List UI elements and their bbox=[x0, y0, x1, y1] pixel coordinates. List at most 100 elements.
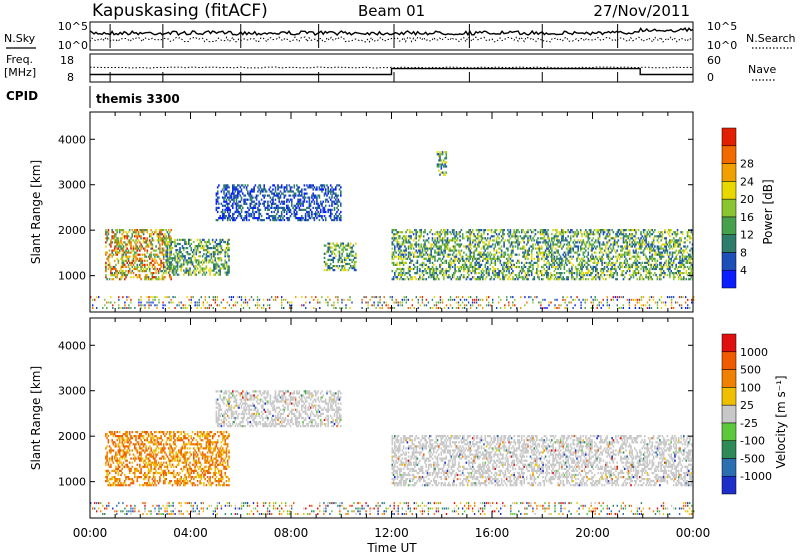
power-cell bbox=[439, 163, 441, 166]
power-cell bbox=[499, 231, 502, 234]
power-cell bbox=[574, 245, 577, 248]
power-cell bbox=[195, 245, 198, 248]
power-cell bbox=[170, 265, 172, 268]
power-noise-cell bbox=[156, 304, 158, 307]
power-cell bbox=[144, 229, 146, 232]
power-cell bbox=[454, 265, 456, 269]
power-cell bbox=[644, 239, 646, 242]
power-cell bbox=[225, 198, 228, 201]
power-cell bbox=[299, 194, 302, 197]
power-cell bbox=[635, 257, 637, 260]
power-cell bbox=[151, 245, 154, 248]
power-cell bbox=[120, 239, 122, 242]
power-cell bbox=[676, 245, 679, 248]
power-cell bbox=[319, 200, 322, 203]
power-cell bbox=[121, 237, 123, 240]
power-cell bbox=[656, 235, 659, 238]
power-cell bbox=[520, 247, 523, 250]
power-cell bbox=[559, 263, 562, 266]
power-cell bbox=[125, 259, 127, 262]
power-cell bbox=[647, 263, 650, 266]
power-cell bbox=[514, 245, 517, 248]
power-noise-cell bbox=[371, 304, 373, 307]
power-cell bbox=[298, 202, 301, 205]
noise-tick-left-top: 10^5 bbox=[58, 20, 88, 33]
power-cell bbox=[443, 159, 445, 162]
power-cell bbox=[651, 267, 654, 271]
power-cell bbox=[233, 219, 235, 222]
power-cell bbox=[461, 259, 464, 262]
power-cell bbox=[688, 257, 690, 260]
power-cell bbox=[602, 233, 605, 236]
power-cell bbox=[677, 261, 680, 264]
power-cell bbox=[524, 251, 527, 254]
power-cell bbox=[586, 231, 588, 234]
power-cell bbox=[504, 261, 507, 264]
power-cell bbox=[316, 198, 318, 201]
power-cell bbox=[445, 245, 448, 248]
power-cell bbox=[169, 231, 171, 234]
power-cell bbox=[262, 188, 264, 191]
power-cell bbox=[536, 241, 538, 244]
power-cell bbox=[120, 257, 122, 260]
power-cell bbox=[353, 269, 356, 272]
power-cell bbox=[443, 274, 445, 277]
power-cell bbox=[175, 249, 177, 252]
power-cell bbox=[323, 192, 326, 195]
power-cell bbox=[309, 217, 312, 220]
power-cell bbox=[422, 243, 425, 246]
power-cell bbox=[451, 259, 454, 262]
power-cell bbox=[438, 155, 440, 158]
power-cell bbox=[669, 261, 671, 264]
power-cell bbox=[448, 265, 450, 269]
power-cell bbox=[405, 247, 407, 250]
power-cell bbox=[232, 190, 234, 193]
power-cell bbox=[122, 255, 125, 258]
power-cell bbox=[243, 194, 245, 197]
power-cell bbox=[438, 245, 440, 248]
power-cell bbox=[419, 263, 421, 266]
power-cell bbox=[169, 276, 171, 279]
power-cell bbox=[308, 206, 311, 209]
power-cell bbox=[568, 270, 571, 273]
power-noise-cell bbox=[291, 307, 293, 309]
power-cell bbox=[636, 255, 639, 258]
power-noise-cell bbox=[349, 307, 351, 309]
power-noise-cell bbox=[194, 304, 196, 307]
power-cell bbox=[161, 251, 164, 254]
power-cell bbox=[602, 267, 605, 271]
power-noise-cell bbox=[313, 298, 315, 301]
power-cell bbox=[676, 229, 679, 232]
power-cell bbox=[634, 245, 636, 248]
power-cell bbox=[110, 245, 112, 248]
power-cell bbox=[131, 235, 134, 238]
power-cell bbox=[397, 243, 400, 246]
power-cell bbox=[632, 243, 635, 246]
power-cell bbox=[652, 237, 655, 240]
power-cell bbox=[499, 270, 502, 273]
power-cell bbox=[244, 200, 247, 203]
power-cell bbox=[105, 237, 107, 240]
power-noise-cell bbox=[230, 296, 233, 299]
power-cell bbox=[286, 204, 288, 207]
power-cell bbox=[214, 251, 216, 254]
power-cell bbox=[150, 241, 152, 244]
power-noise-cell bbox=[148, 296, 150, 299]
power-cell bbox=[591, 278, 593, 281]
power-cell bbox=[283, 215, 286, 218]
power-cell bbox=[345, 248, 347, 251]
power-cell bbox=[116, 253, 118, 256]
power-cell bbox=[105, 241, 107, 244]
power-cell bbox=[353, 267, 356, 270]
power-cell bbox=[304, 219, 307, 222]
power-cell bbox=[598, 278, 601, 281]
power-cell bbox=[520, 272, 523, 275]
power-cell bbox=[409, 261, 411, 264]
power-cell bbox=[556, 272, 558, 275]
power-cell bbox=[608, 276, 611, 279]
power-cell bbox=[497, 241, 499, 244]
power-cell bbox=[469, 278, 471, 281]
power-cell bbox=[634, 241, 636, 244]
power-cell bbox=[635, 272, 637, 275]
power-noise-cell bbox=[369, 298, 371, 301]
